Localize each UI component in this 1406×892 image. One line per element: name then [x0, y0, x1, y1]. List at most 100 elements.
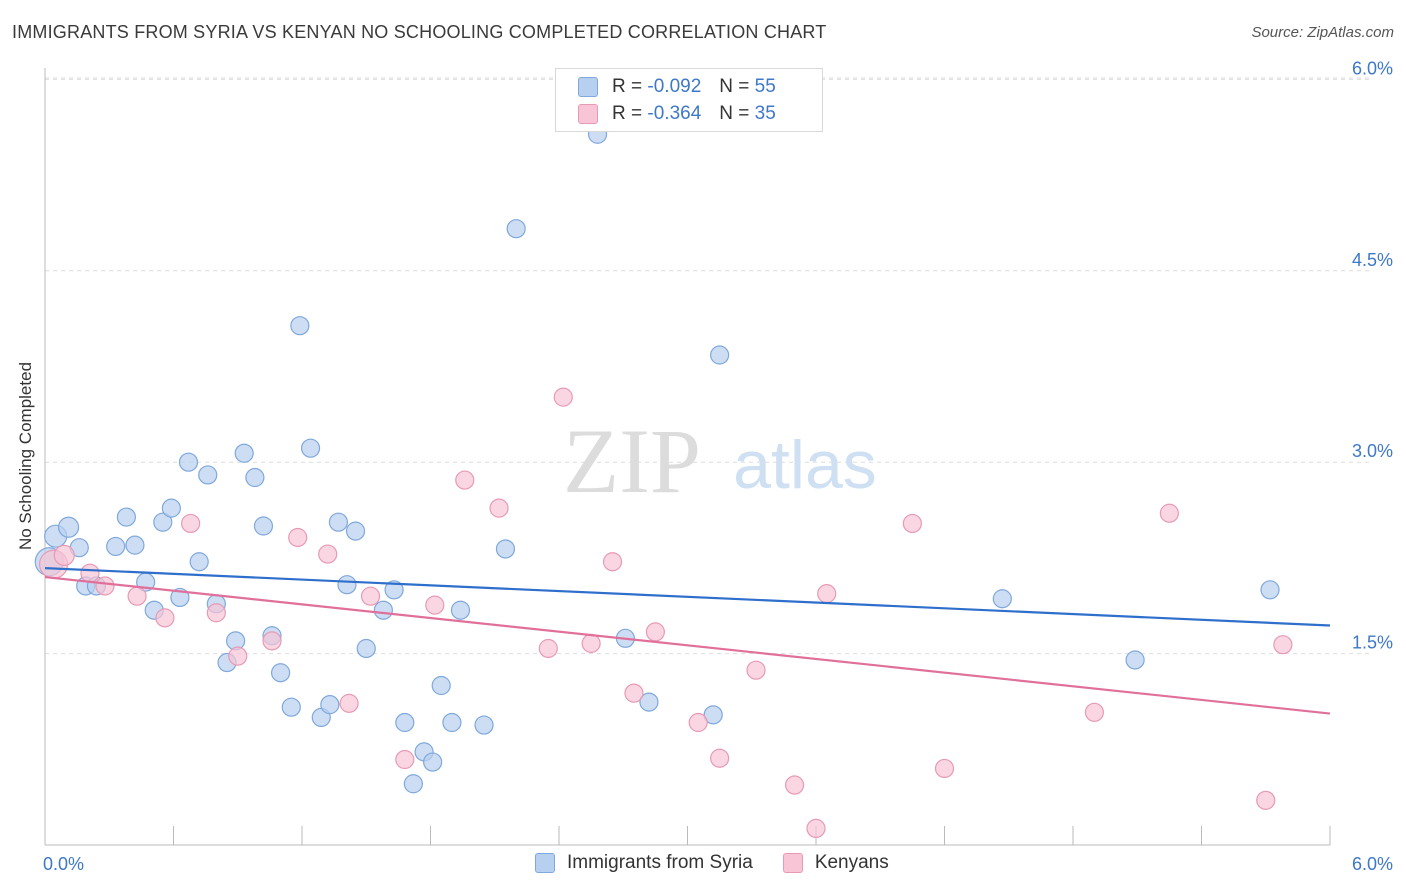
source-label: Source: ZipAtlas.com: [1251, 24, 1394, 41]
n-label: N =: [719, 76, 750, 97]
point-kenya-4: [127, 586, 147, 606]
kenya-swatch: [578, 104, 598, 124]
point-kenya-15: [425, 595, 445, 615]
point-kenya-3: [95, 576, 115, 596]
point-syria-53: [1260, 580, 1280, 600]
series-legend: Immigrants from Syria Kenyans: [535, 852, 919, 874]
point-syria-27: [300, 438, 321, 458]
point-kenya-10: [288, 527, 308, 548]
r-label: R =: [612, 76, 643, 97]
point-syria-25: [281, 697, 301, 717]
point-kenya-12: [339, 693, 359, 713]
point-syria-11: [153, 512, 173, 532]
legend-label-syria: Immigrants from Syria: [567, 852, 753, 873]
point-kenya-30: [902, 513, 922, 534]
gridlines: [45, 77, 1370, 655]
point-kenya-11: [318, 544, 338, 564]
r-value-kenya: -0.364: [647, 103, 702, 124]
point-kenya-13: [360, 586, 381, 606]
x-tick-label-min: 0.0%: [43, 854, 84, 874]
syria-swatch: [578, 77, 598, 97]
watermark: ZIP atlas: [563, 410, 877, 512]
point-kenya-35: [1273, 635, 1293, 655]
point-syria-15: [189, 552, 209, 572]
point-kenya-1: [53, 544, 75, 566]
n-value-syria: 55: [754, 76, 776, 97]
point-syria-24: [270, 663, 291, 683]
point-syria-12: [161, 498, 181, 518]
point-kenya-27: [784, 775, 805, 795]
y-axis-label: No Schooling Completed: [16, 361, 35, 551]
point-kenya-32: [1084, 702, 1105, 722]
point-kenya-20: [581, 633, 601, 653]
point-syria-33: [356, 638, 376, 659]
point-syria-20: [234, 443, 254, 463]
y-tick-label-3: 6.0%: [1352, 58, 1393, 78]
legend-row-kenya: R = -0.364 N = 35: [578, 102, 776, 126]
point-kenya-17: [489, 498, 509, 518]
watermark-atlas: atlas: [733, 427, 877, 503]
trend-line-kenya: [44, 575, 1331, 715]
point-kenya-2: [80, 563, 100, 583]
point-kenya-25: [710, 748, 730, 768]
chart-title: IMMIGRANTS FROM SYRIA VS KENYAN NO SCHOO…: [12, 22, 827, 42]
point-kenya-23: [645, 622, 665, 642]
legend-item-kenya[interactable]: Kenyans: [782, 852, 889, 874]
point-syria-16: [198, 465, 218, 485]
point-syria-50: [710, 345, 730, 365]
y-tick-label-1: 3.0%: [1352, 441, 1393, 461]
point-kenya-34: [1256, 790, 1276, 810]
point-syria-34: [373, 600, 393, 620]
point-kenya-31: [934, 758, 955, 779]
point-kenya-6: [181, 513, 201, 534]
point-syria-14: [178, 452, 199, 472]
r-value-syria: -0.092: [647, 76, 702, 97]
point-kenya-21: [602, 552, 623, 572]
point-syria-22: [253, 516, 274, 536]
point-kenya-33: [1159, 503, 1179, 523]
point-syria-2: [57, 516, 80, 538]
point-syria-43: [474, 715, 494, 735]
legend-item-syria[interactable]: Immigrants from Syria: [535, 852, 753, 874]
point-syria-52: [1125, 650, 1145, 670]
legend-row-syria: R = -0.092 N = 55: [578, 75, 776, 99]
point-syria-35: [384, 580, 404, 600]
point-syria-41: [442, 712, 462, 733]
correlation-legend: R = -0.092 N = 55 R = -0.364 N = 35: [555, 68, 823, 132]
point-kenya-9: [262, 631, 282, 651]
x-tick-label-max: 6.0%: [1352, 854, 1393, 874]
y-tick-label-2: 4.5%: [1352, 250, 1393, 270]
trend-line-syria: [44, 567, 1331, 627]
kenya-legend-swatch: [782, 853, 803, 873]
point-kenya-5: [155, 608, 175, 628]
point-kenya-29: [817, 584, 837, 604]
point-syria-21: [245, 467, 265, 488]
point-syria-51: [992, 589, 1012, 609]
n-label: N =: [719, 103, 750, 124]
tick-labels: 1.5% 3.0% 4.5% 6.0% 0.0% 6.0%: [43, 58, 1393, 874]
n-value-kenya: 35: [754, 103, 776, 124]
point-kenya-26: [746, 660, 766, 680]
syria-legend-swatch: [535, 853, 555, 873]
point-syria-36: [395, 712, 415, 733]
point-syria-6: [106, 536, 126, 557]
point-syria-48: [639, 692, 659, 712]
point-kenya-19: [553, 387, 573, 407]
point-syria-44: [495, 539, 516, 559]
data-points: [34, 124, 1293, 839]
point-syria-40: [431, 675, 451, 696]
point-syria-32: [345, 521, 366, 541]
point-kenya-22: [624, 683, 644, 703]
point-syria-49: [703, 705, 723, 725]
r-label: R =: [612, 103, 643, 124]
point-syria-26: [290, 316, 310, 336]
legend-label-kenya: Kenyans: [814, 852, 889, 873]
point-syria-7: [116, 507, 136, 527]
y-tick-label-0: 1.5%: [1352, 633, 1393, 653]
point-syria-37: [403, 774, 423, 794]
trend-lines: [44, 567, 1331, 715]
point-kenya-14: [395, 749, 415, 770]
point-kenya-24: [688, 712, 708, 733]
point-syria-30: [328, 512, 349, 532]
